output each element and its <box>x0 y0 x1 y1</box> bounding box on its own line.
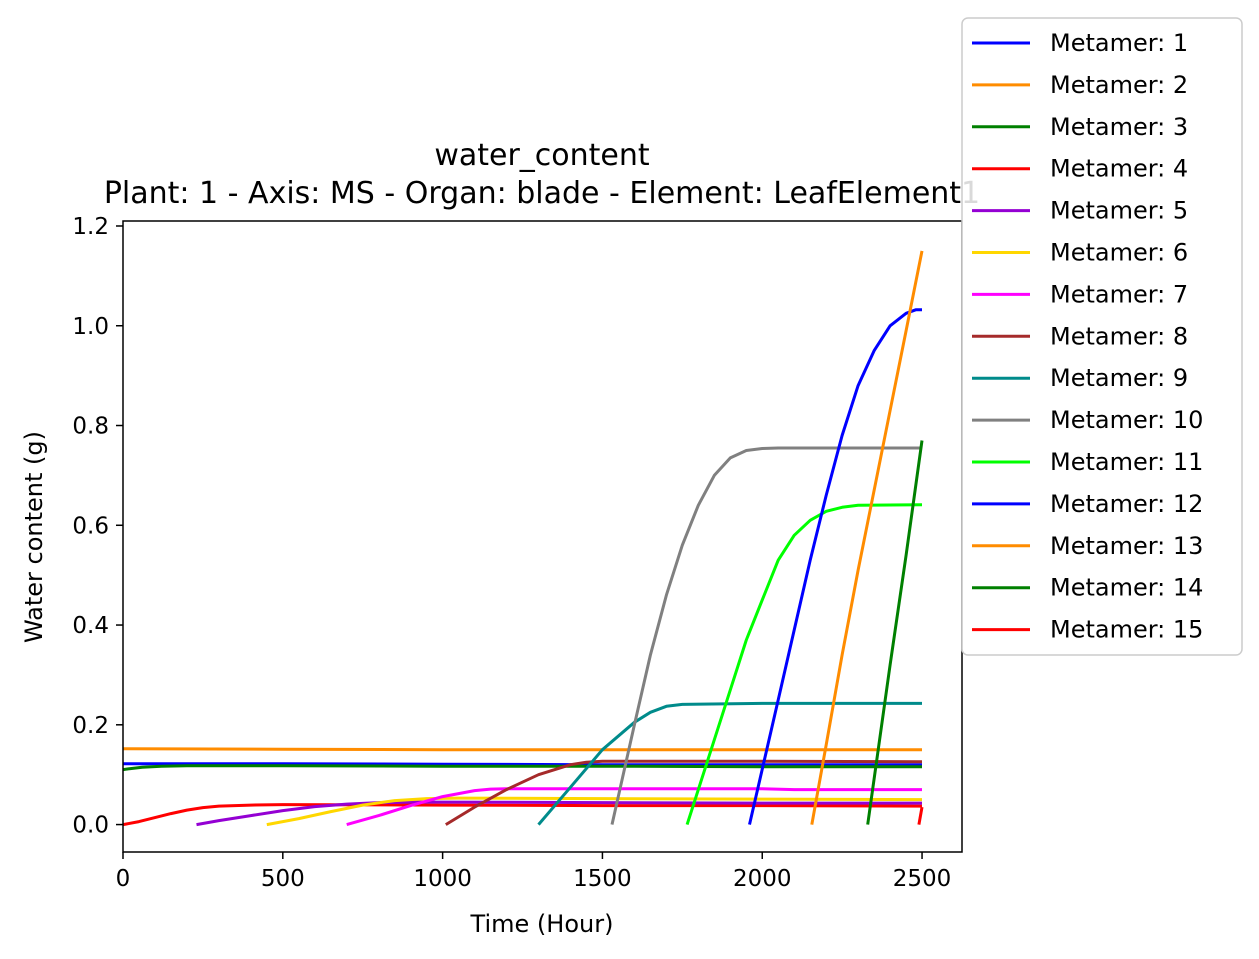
series-line-metamer-4 <box>123 803 923 827</box>
x-tick-label: 500 <box>261 866 305 892</box>
legend-label: Metamer: 6 <box>1050 239 1188 267</box>
y-axis-label: Water content (g) <box>20 431 48 643</box>
chart-title: water_content <box>434 138 650 173</box>
y-tick-label: 0.6 <box>72 513 109 539</box>
legend-box <box>961 17 1243 656</box>
series-layer <box>123 250 924 827</box>
x-axis: 0 500 1000 1500 2000 2500 <box>116 852 952 892</box>
y-tick-label: 0.2 <box>72 713 109 739</box>
series-line-metamer-14 <box>866 440 924 825</box>
legend-label: Metamer: 14 <box>1050 574 1203 602</box>
series-line-metamer-15 <box>917 806 924 825</box>
plot-area <box>122 220 963 853</box>
x-tick-label: 2000 <box>733 866 792 892</box>
legend: Metamer: 1 Metamer: 2 Metamer: 3 Metamer: 4… <box>961 17 1243 656</box>
y-tick-label: 1.0 <box>72 314 109 340</box>
y-tick-label: 0.0 <box>72 813 109 839</box>
legend-label: Metamer: 13 <box>1050 532 1203 560</box>
y-tick-label: 0.4 <box>72 613 109 639</box>
x-tick-label: 0 <box>116 866 131 892</box>
series-line-metamer-9 <box>537 701 922 826</box>
series-line-metamer-7 <box>346 787 922 827</box>
series-line-metamer-2 <box>123 747 922 752</box>
legend-label: Metamer: 8 <box>1050 322 1188 350</box>
x-tick-label: 1000 <box>413 866 472 892</box>
legend-label: Metamer: 2 <box>1050 71 1188 99</box>
legend-label: Metamer: 7 <box>1050 280 1188 308</box>
series-line-metamer-6 <box>266 796 923 827</box>
legend-label: Metamer: 3 <box>1050 113 1188 141</box>
legend-label: Metamer: 1 <box>1050 29 1188 57</box>
series-line-metamer-11 <box>685 503 923 826</box>
series-line-metamer-12 <box>748 308 922 825</box>
series-line-metamer-13 <box>810 250 924 825</box>
legend-label: Metamer: 12 <box>1050 490 1203 518</box>
y-axis: 0.0 0.2 0.4 0.6 0.8 1.0 1.2 <box>72 214 123 839</box>
legend-label: Metamer: 15 <box>1050 616 1203 644</box>
y-tick-label: 1.2 <box>72 214 109 240</box>
x-axis-label: Time (Hour) <box>470 910 614 938</box>
legend-label: Metamer: 4 <box>1050 155 1188 183</box>
x-tick-label: 2500 <box>893 866 952 892</box>
series-line-metamer-10 <box>610 446 922 825</box>
legend-label: Metamer: 5 <box>1050 197 1188 225</box>
chart-subtitle: Plant: 1 - Axis: MS - Organ: blade - Ele… <box>104 176 980 211</box>
series-line-metamer-1 <box>123 762 922 767</box>
x-tick-label: 1500 <box>573 866 632 892</box>
series-line-metamer-3 <box>123 764 922 772</box>
y-tick-label: 0.8 <box>72 414 109 440</box>
legend-label: Metamer: 9 <box>1050 364 1188 392</box>
legend-label: Metamer: 10 <box>1050 406 1203 434</box>
legend-label: Metamer: 11 <box>1050 448 1203 476</box>
series-line-metamer-5 <box>196 800 922 827</box>
